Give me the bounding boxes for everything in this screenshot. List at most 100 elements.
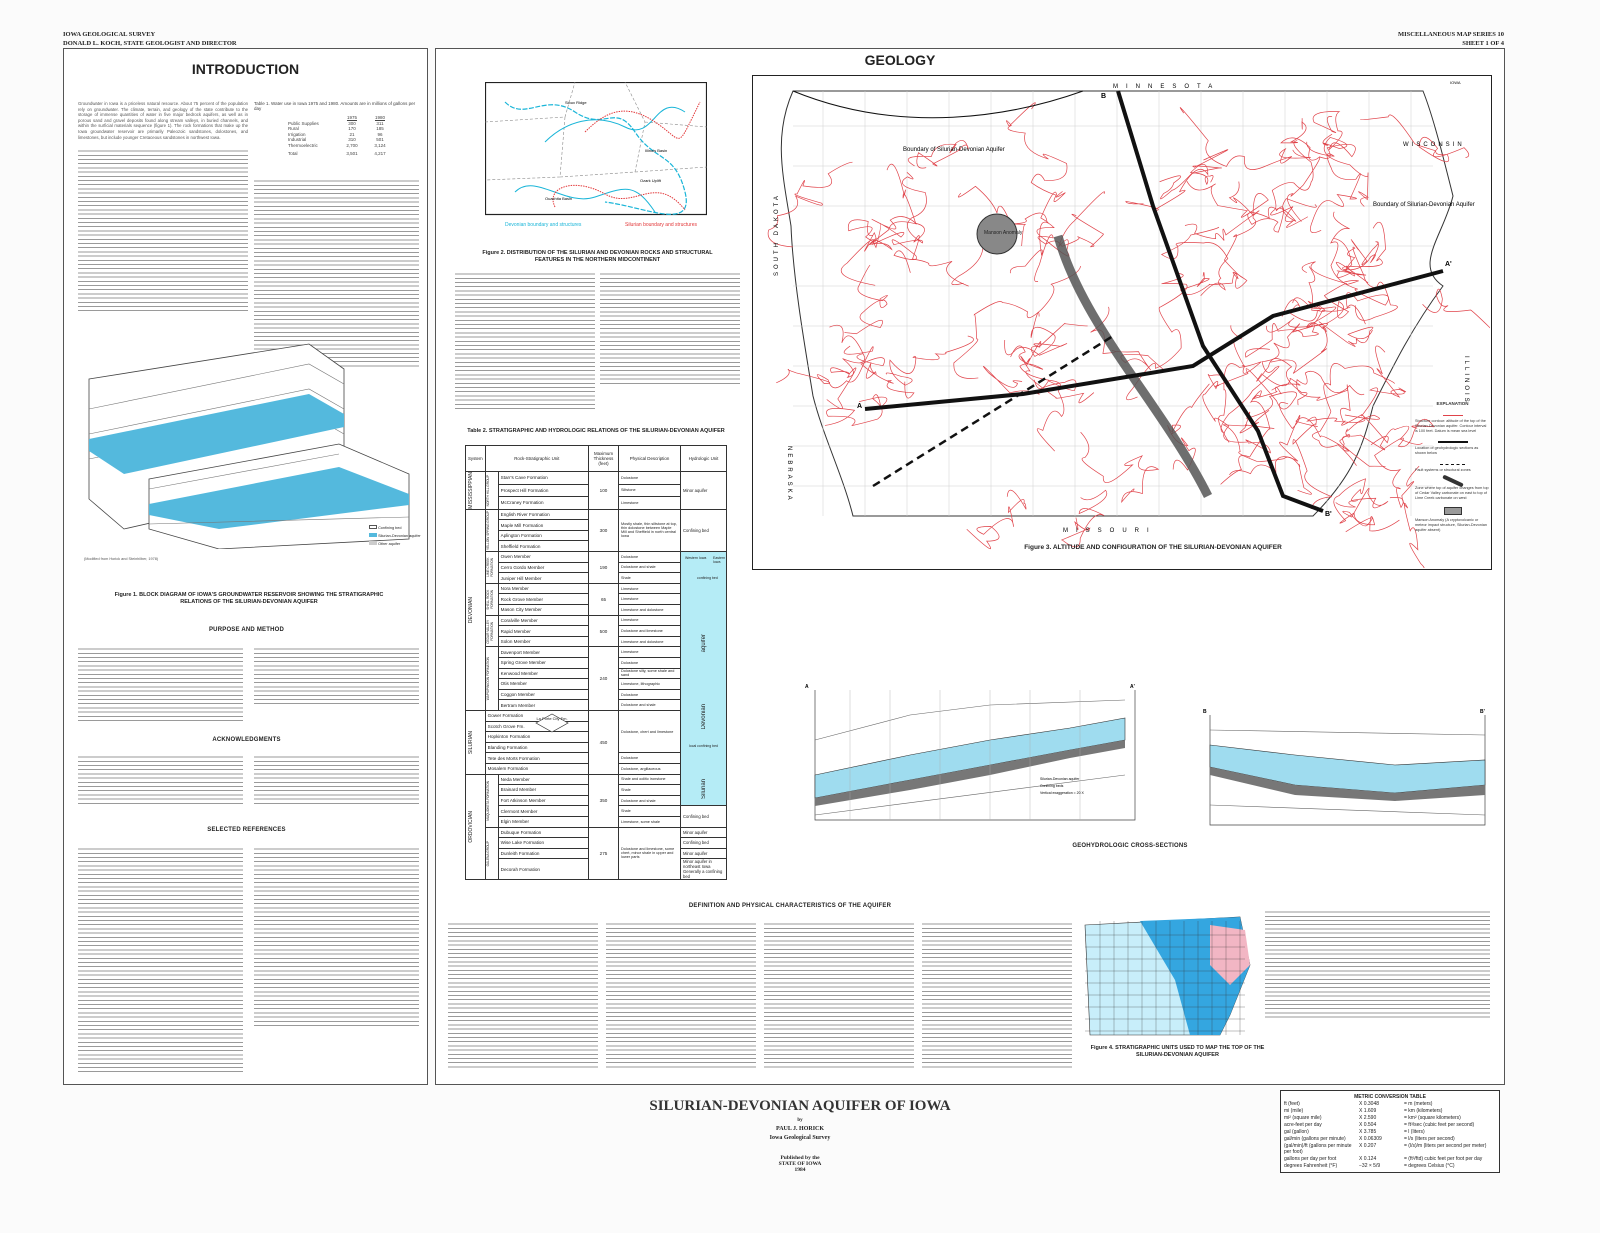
metric-result: = m (meters)	[1404, 1101, 1433, 1107]
description-cell: Dolostone, chert and limestone	[618, 709, 681, 754]
structure-contour	[1301, 261, 1359, 325]
introduction-panel: INTRODUCTION Groundwater in Iowa is a pr…	[63, 48, 428, 1085]
description-cell: Limestone	[618, 593, 681, 606]
label-missouri: MISSOURI	[1063, 528, 1157, 534]
unit-name: Dubuque Formation	[497, 826, 590, 839]
description-cell: Limestone, lithographic	[618, 678, 681, 690]
metric-result: = l (liters)	[1404, 1129, 1425, 1135]
table-2-row: MISSISSIPPIAN NORTH HILL GROUP Starr's Cav…	[465, 471, 727, 510]
table-1-cell: 185	[376, 126, 384, 131]
unit-name: Brainard Member	[497, 784, 590, 796]
table-1-row: Industrial 310 501	[288, 137, 419, 143]
unit-name: English River Formation	[497, 508, 590, 521]
structure-contour	[1256, 358, 1308, 406]
unit-name: Davenport Member	[497, 646, 590, 658]
hydrologic-unit: Minor aquifer	[683, 850, 708, 856]
cross-section-b: B B'	[1203, 709, 1486, 826]
label-nebraska: NEBRASKA	[786, 446, 792, 503]
structure-contour	[1061, 489, 1108, 548]
legend-confining-bed: Confining bed	[378, 526, 402, 530]
hydrologic-unit-cell: Minor aquifer in northeast Iowa Generall…	[680, 858, 727, 881]
description-cell: Limestone	[618, 646, 681, 658]
figure-1-legend: Confining bed Silurian-Devonian aquifer …	[369, 524, 421, 548]
group-name: NORTH HILL GROUP	[485, 474, 490, 507]
unit-name: Owen Member	[497, 551, 590, 563]
metric-unit: acre-feet per day	[1284, 1122, 1322, 1128]
section-a-left-label: A	[805, 684, 809, 690]
sheet-title: SILURIAN-DEVONIAN AQUIFER OF IOWA	[649, 1098, 951, 1114]
structure-contour	[1222, 424, 1312, 495]
label-manson: Manson Anomaly	[984, 230, 1023, 236]
ack-text-2	[254, 755, 419, 805]
aquifer-label: Eastern Iowa	[713, 555, 726, 564]
structure-contour	[1359, 114, 1470, 163]
structure-contour	[1312, 111, 1356, 159]
map-corner-label: IOWA	[1450, 80, 1461, 85]
structure-contour	[1270, 297, 1337, 374]
structure-contour	[1295, 417, 1386, 467]
table-2-row: GALENA GROUP Dubuque Formation 275 Doloston…	[466, 826, 727, 881]
agency-header: IOWA GEOLOGICAL SURVEY DONALD L. KOCH, S…	[63, 30, 237, 48]
unit-name: Wise Lake Formation	[497, 837, 590, 849]
system-cell: SILURIAN	[465, 709, 486, 775]
unit-name: Coralville Member	[497, 614, 590, 627]
structure-contour	[1080, 431, 1160, 504]
unit-name: Rock Grove Member	[497, 593, 590, 606]
structure-contour	[1180, 271, 1248, 295]
structure-contour	[1006, 102, 1068, 196]
group-name: GALENA GROUP	[485, 840, 490, 867]
group-cell: WAPSIPINICON FORMATION	[484, 646, 499, 711]
aquifer-transition-zone	[1053, 234, 1213, 499]
unit-name: Solon Member	[497, 635, 590, 648]
section-line-b	[1116, 90, 1324, 513]
table-1-cell: 3,124	[374, 142, 386, 148]
metric-row: gallons per day per foot X 0.124 = (ft³/ft…	[1284, 1156, 1496, 1162]
structure-contour	[886, 163, 969, 287]
acknowledgments-heading: ACKNOWLEDGMENTS	[212, 737, 281, 743]
figure-2-map: Illinois Basin Sioux Ridge Ozark Uplift …	[485, 82, 707, 228]
metric-result: = km² (square kilometers)	[1404, 1115, 1461, 1121]
legend-silurian-devonian: Silurian-Devonian aquifer	[378, 534, 421, 538]
hydrologic-unit: Minor aquifer	[683, 487, 708, 493]
unit-name: Decorah Formation	[497, 858, 590, 881]
structure-contour	[1344, 414, 1423, 451]
description-cell: Shale	[618, 805, 681, 817]
system-cell: ORDOVICIAN	[465, 773, 486, 881]
metric-unit: mi² (square mile)	[1284, 1115, 1322, 1121]
figure-3-caption: Figure 3. ALTITUDE AND CONFIGURATION OF …	[1024, 544, 1282, 551]
description-cell: Limestone, some shale	[618, 815, 681, 828]
aquifer-cell: Western Iowa Eastern Iowa confining bed aqu…	[680, 551, 727, 807]
metric-row: gal/min (gallons per minute) X 0.06309 = l…	[1284, 1136, 1496, 1142]
description-cell: Mostly shale, thin siltstone at top, thi…	[618, 508, 681, 553]
aquifer-label: Silurian	[701, 778, 707, 799]
table-1: Table 1. Water use in Iowa 1975 and 1980…	[254, 101, 419, 157]
unit-name: Coggon Member	[497, 688, 590, 701]
metric-row: mi (mile) X 1.609 = km (kilometers)	[1284, 1108, 1496, 1114]
metric-factor: X 2.590	[1359, 1115, 1377, 1121]
description-cell: Dolostone	[618, 688, 681, 701]
thickness-cell: 100	[588, 471, 619, 510]
by-label: by	[797, 1118, 803, 1123]
unit-name: Clermont Member	[497, 805, 590, 817]
system-cell: DEVONIAN	[465, 508, 486, 711]
table-1-cell: Total	[288, 151, 298, 156]
system-name: SILURIAN	[468, 730, 474, 754]
explanation-title: EXPLANATION	[1436, 401, 1469, 406]
system-name: MISSISSIPPIAN	[468, 472, 474, 509]
group-cell: YELLOW SPRING GROUP	[484, 508, 499, 553]
table-2-header-cell: Maximum Thickness (feet)	[588, 445, 619, 472]
table-2-row: Clermont Member Shale Confining bed	[466, 805, 727, 828]
table-1-row: Rural 170 185	[288, 126, 419, 132]
unit-name: Nora Member	[497, 582, 590, 595]
metric-factor: X 0.207	[1359, 1143, 1377, 1149]
thickness-cell: 500	[588, 614, 619, 648]
ack-text	[78, 755, 243, 805]
la-porte-city-label: La Porte City Fm.	[536, 716, 568, 721]
structure-contour	[1361, 345, 1407, 446]
label-illinois: ILLINOIS	[1463, 356, 1469, 405]
unit-name: Fort Atkinson Member	[497, 794, 590, 807]
metric-factor: X 0.06309	[1359, 1136, 1382, 1142]
group-name: LIME CREEK FORMATION	[485, 557, 494, 578]
label-illinois-basin: Illinois Basin	[645, 148, 667, 153]
definition-col-4	[922, 922, 1072, 1070]
